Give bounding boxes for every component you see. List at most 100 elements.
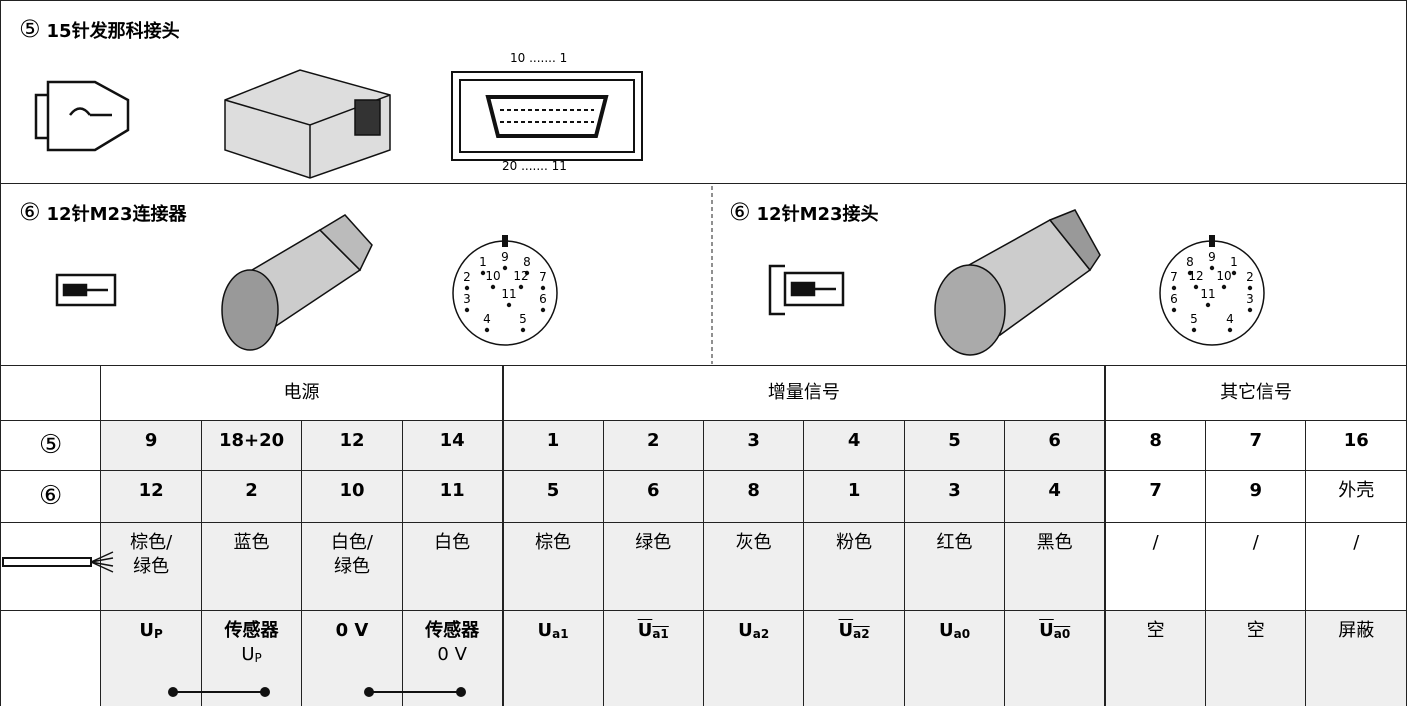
pin-label: 7 bbox=[539, 270, 547, 284]
signal-text: U bbox=[1039, 620, 1054, 641]
cell: 12 bbox=[100, 470, 202, 523]
cell: 4 bbox=[1004, 470, 1106, 523]
pin-label: 6 bbox=[1170, 292, 1178, 306]
pin-label: 2 bbox=[1246, 270, 1254, 284]
symbol-6b bbox=[768, 264, 845, 316]
signal-text: U bbox=[938, 620, 954, 641]
cell: 11 bbox=[401, 470, 504, 523]
row-label: ⑥ bbox=[0, 470, 102, 523]
cell: 5 bbox=[501, 470, 604, 523]
pin-label: 8 bbox=[523, 255, 531, 269]
pin-dot bbox=[520, 327, 526, 333]
signal-text: 空 bbox=[1246, 620, 1265, 641]
pin-dot bbox=[490, 284, 496, 290]
cell: 2 bbox=[602, 420, 704, 471]
cell: 3 bbox=[702, 420, 805, 471]
pins-top: 10 ....... 1 bbox=[510, 51, 567, 65]
signal-text: 屏蔽 bbox=[1338, 620, 1375, 641]
cell: 2 bbox=[200, 470, 303, 523]
pin-label: 9 bbox=[1208, 250, 1216, 264]
pin-dot bbox=[502, 265, 508, 271]
number: ⑥ bbox=[729, 198, 751, 226]
pin-dot bbox=[518, 284, 524, 290]
pin-dot bbox=[540, 307, 546, 313]
symbol-5 bbox=[34, 80, 130, 152]
signal-main: Ua0 bbox=[1039, 620, 1070, 641]
signal-sub: a2 bbox=[752, 627, 770, 641]
pin-label: 10 bbox=[485, 269, 500, 283]
signal-text: 空 bbox=[1146, 620, 1165, 641]
signal-text: 传感器 bbox=[425, 620, 480, 641]
color-cell: 蓝色 bbox=[200, 522, 303, 611]
pin-label: 12 bbox=[513, 269, 528, 283]
cell: 6 bbox=[1004, 420, 1106, 471]
pin-dot bbox=[1171, 285, 1177, 291]
pin-label: 3 bbox=[1246, 292, 1254, 306]
signal-sub: a0 bbox=[1053, 627, 1071, 641]
signal-cell: 空 bbox=[1104, 610, 1207, 706]
signal-cell: Ua2 bbox=[702, 610, 805, 706]
pin-label: 8 bbox=[1186, 255, 1194, 269]
pin-label: 5 bbox=[1190, 312, 1198, 326]
pin-label: 1 bbox=[479, 255, 487, 269]
signal-row: UP 传感器 UP 0 V 传感器 0 V Ua1 Ua1 Ua2 Ua2 Ua0 Ua0 空空屏蔽 bbox=[0, 610, 1407, 706]
symbol-6a bbox=[55, 273, 117, 307]
signal-text: U bbox=[738, 620, 753, 641]
cell: 外壳 bbox=[1305, 470, 1407, 523]
pin-dot bbox=[1247, 307, 1253, 313]
pin-dot bbox=[480, 270, 486, 276]
key bbox=[1209, 235, 1215, 247]
signal-main: 传感器 bbox=[425, 620, 479, 641]
pin-label: 4 bbox=[483, 312, 491, 326]
color-cell: / bbox=[1305, 522, 1407, 611]
color-cell: 红色 bbox=[903, 522, 1006, 611]
signal-sub: P bbox=[154, 627, 163, 641]
pin-label: 9 bbox=[501, 250, 509, 264]
signal-line2: UP bbox=[203, 643, 300, 670]
pin-label: 2 bbox=[463, 270, 471, 284]
cell: 6 bbox=[602, 470, 704, 523]
signal-text: 传感器 bbox=[224, 620, 279, 641]
pin-label: 6 bbox=[539, 292, 547, 306]
pin-label: 11 bbox=[1200, 287, 1215, 301]
group-header: 增量信号 bbox=[501, 365, 1106, 421]
signal-text: U bbox=[241, 644, 255, 665]
pin-dot bbox=[464, 307, 470, 313]
signal-cell: Ua1 bbox=[501, 610, 604, 706]
signal-line2: 0 V bbox=[404, 643, 501, 667]
color-cell: / bbox=[1205, 522, 1307, 611]
pin-label: 4 bbox=[1226, 312, 1234, 326]
color-cell: 白色 bbox=[401, 522, 504, 611]
signal-sub: a0 bbox=[953, 627, 971, 641]
connector-5-image bbox=[224, 69, 391, 179]
pin-table: 电源 增量信号 其它信号 ⑤ 9 18+20 12 14 1 2 3 4 5 6 8 7 16 ⑥ 12 2 10… bbox=[0, 365, 1407, 706]
heading: ⑥ 12针M23接头 bbox=[729, 198, 879, 226]
signal-cell: Ua1 bbox=[602, 610, 704, 706]
cell: 12 bbox=[301, 420, 403, 471]
signal-main: 空 bbox=[1247, 620, 1265, 641]
signal-main: 空 bbox=[1147, 620, 1165, 641]
cell bbox=[0, 610, 102, 706]
pin-dot bbox=[524, 270, 530, 276]
signal-cell: Ua0 bbox=[903, 610, 1006, 706]
signal-main: Ua0 bbox=[939, 620, 970, 641]
cable bbox=[2, 551, 114, 573]
cell: 16 bbox=[1305, 420, 1407, 471]
pin-dot bbox=[540, 285, 546, 291]
pin-label: 5 bbox=[519, 312, 527, 326]
cell: 18+20 bbox=[200, 420, 303, 471]
signal-cell: 传感器 0 V bbox=[401, 610, 504, 706]
signal-text: 0 V bbox=[437, 644, 467, 665]
signal-cell: 传感器 UP bbox=[200, 610, 303, 706]
cell: 9 bbox=[1205, 470, 1307, 523]
signal-sub: a2 bbox=[853, 627, 870, 641]
cell: 7 bbox=[1205, 420, 1307, 471]
pin-dot bbox=[1171, 307, 1177, 313]
signal-main: 0 V bbox=[336, 620, 369, 641]
connector-5-face bbox=[451, 71, 643, 161]
color-cell: 黑色 bbox=[1004, 522, 1106, 611]
pin-label: 1 bbox=[1230, 255, 1238, 269]
heading: ⑤ 15针发那科接头 bbox=[19, 15, 180, 43]
